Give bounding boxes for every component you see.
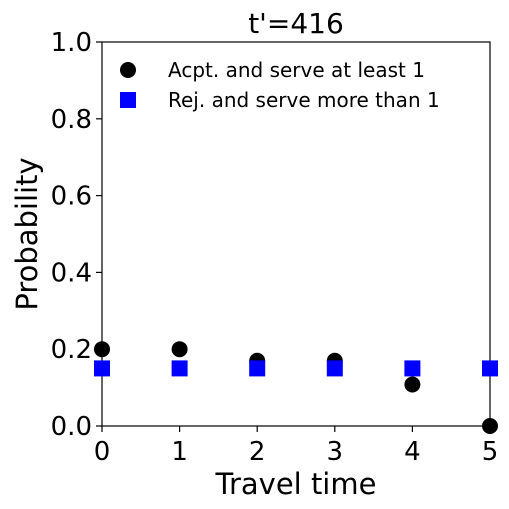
series-1-point (404, 376, 421, 393)
plot-frame (101, 41, 491, 427)
legend-entry-label: Rej. and serve more than 1 (168, 88, 440, 112)
y-tick-label: 0.6 (51, 182, 92, 212)
series-1-point (482, 418, 498, 434)
y-tick-label: 0.4 (51, 258, 92, 288)
data-markers (94, 341, 498, 434)
y-tick-label: 0.2 (51, 335, 92, 365)
y-tick-label: 1.0 (51, 28, 92, 58)
series-2-point (94, 360, 110, 377)
y-tick-label: 0.8 (51, 105, 92, 135)
legend-entry-label: Acpt. and serve at least 1 (168, 58, 425, 82)
chart-title: t'=416 (248, 7, 344, 40)
legend-marker-circle (120, 62, 136, 78)
series-2-point (482, 360, 498, 377)
y-tick-label: 0.0 (51, 412, 92, 442)
x-tick-label: 2 (249, 437, 266, 467)
legend: Acpt. and serve at least 1 Rej. and serve… (120, 58, 440, 112)
series-2-point (404, 360, 421, 377)
x-tick-label: 0 (94, 437, 111, 467)
series-2-point (249, 360, 266, 377)
plot-area (101, 41, 491, 427)
legend-marker-square (120, 92, 136, 108)
x-tick-label: 1 (171, 437, 188, 467)
x-tick-label: 4 (404, 437, 421, 467)
series-1-point (171, 341, 188, 358)
x-tick-label: 5 (482, 437, 499, 467)
x-axis: 0 1 2 3 4 5 (94, 426, 499, 467)
series-2-point (326, 360, 343, 377)
series-1-point (94, 341, 110, 358)
y-axis: 0.0 0.2 0.4 0.6 0.8 1.0 (51, 28, 102, 442)
x-axis-label: Travel time (215, 467, 377, 501)
y-axis-label: Probability (10, 157, 44, 310)
series-2-point (171, 360, 188, 377)
x-tick-label: 3 (327, 437, 344, 467)
